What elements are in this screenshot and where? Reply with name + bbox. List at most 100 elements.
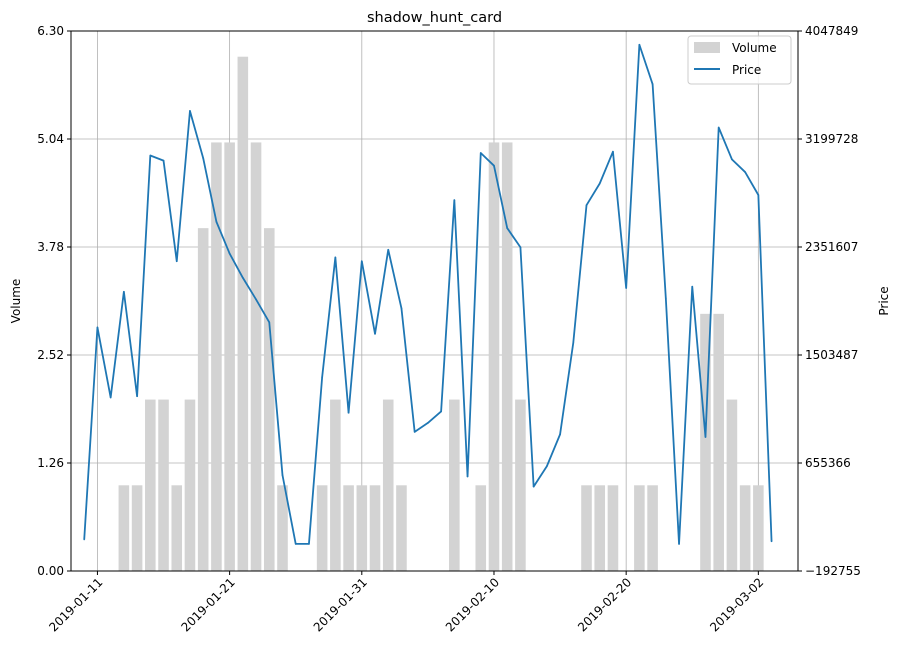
plot-frame — [70, 30, 799, 572]
price-point-2019-01-21 — [228, 252, 231, 255]
price-point-2019-01-19 — [202, 157, 204, 159]
volume-bar-2019-01-14 — [131, 485, 143, 571]
price-point-2019-01-28 — [321, 376, 323, 378]
volume-bar-2019-01-18 — [184, 399, 196, 571]
chart-title: shadow_hunt_card — [367, 10, 502, 26]
volume-bar-2019-02-03 — [396, 485, 407, 571]
price-point-2019-01-17 — [175, 260, 178, 263]
volume-bar-2019-01-16 — [158, 399, 169, 571]
legend-volume-swatch — [694, 42, 720, 53]
volume-bar-2019-01-28 — [316, 485, 328, 571]
volume-bar-2019-01-15 — [145, 399, 156, 571]
price-point-2019-01-26 — [294, 543, 297, 545]
price-line-layer — [83, 43, 773, 545]
price-point-2019-03-01 — [744, 171, 746, 173]
price-point-2019-01-16 — [162, 159, 165, 162]
x-tick-label-2: 2019-01-31 — [311, 575, 370, 634]
volume-bar-2019-01-22 — [237, 56, 249, 571]
volume-bar-2019-01-31 — [356, 485, 368, 571]
price-point-2019-02-02 — [387, 248, 390, 251]
left-tick-label-0: 0.00 — [37, 564, 64, 578]
volume-bar-2019-02-21 — [634, 485, 645, 571]
x-tick-label-3: 2019-02-10 — [443, 575, 502, 634]
price-point-2019-01-31 — [361, 260, 363, 263]
price-point-2019-02-04 — [413, 431, 416, 433]
legend-price-label: Price — [732, 63, 761, 77]
price-point-2019-01-15 — [149, 154, 152, 157]
volume-bar-2019-02-12 — [515, 399, 526, 571]
volume-bar-2019-02-17 — [581, 485, 592, 571]
price-point-2019-02-05 — [427, 422, 429, 424]
volume-bar-2019-01-21 — [224, 142, 235, 571]
price-point-2019-02-22 — [651, 83, 654, 86]
right-tick-label-5: 4047849 — [805, 24, 858, 38]
price-point-2019-02-18 — [598, 182, 601, 185]
volume-bar-2019-01-25 — [277, 485, 288, 571]
y-axis-right-label: Price — [877, 286, 891, 315]
price-point-2019-02-07 — [453, 199, 456, 201]
price-point-2019-01-10 — [83, 538, 86, 541]
price-point-2019-01-27 — [308, 543, 310, 545]
price-point-2019-02-10 — [493, 164, 495, 167]
volume-bar-2019-02-01 — [369, 485, 381, 571]
left-axis: 0.00 1.26 2.52 3.78 5.04 6.30 — [37, 24, 71, 578]
price-point-2019-01-13 — [123, 290, 125, 293]
left-tick-label-4: 5.04 — [37, 132, 64, 146]
price-point-2019-01-25 — [281, 474, 284, 476]
price-point-2019-01-30 — [347, 411, 350, 414]
left-tick-label-5: 6.30 — [37, 24, 64, 38]
price-point-2019-02-26 — [704, 436, 707, 438]
price-point-2019-02-17 — [585, 204, 588, 206]
volume-bar-2019-02-11 — [501, 142, 513, 571]
price-point-2019-01-23 — [255, 298, 257, 301]
right-tick-label-3: 2351607 — [805, 240, 858, 254]
volume-bars — [118, 56, 764, 571]
volume-bar-2019-01-29 — [330, 399, 341, 571]
price-point-2019-02-16 — [572, 341, 575, 344]
volume-bar-2019-02-18 — [594, 485, 606, 571]
price-point-2019-02-06 — [440, 410, 442, 413]
price-point-2019-02-15 — [559, 433, 561, 436]
price-point-2019-02-01 — [374, 332, 376, 335]
y-axis-left-label: Volume — [9, 279, 23, 324]
price-point-2019-02-14 — [546, 465, 548, 468]
price-point-2019-02-23 — [665, 297, 667, 299]
legend: Volume Price — [687, 35, 792, 85]
left-tick-label-3: 3.78 — [37, 240, 64, 254]
price-point-2019-01-29 — [334, 256, 337, 259]
price-point-2019-01-14 — [136, 395, 138, 397]
volume-bar-2019-02-28 — [726, 399, 738, 571]
volume-bar-2019-01-19 — [197, 228, 209, 571]
volume-bar-2019-02-07 — [449, 399, 460, 571]
price-point-2019-01-11 — [96, 326, 99, 329]
x-tick-label-4: 2019-02-20 — [575, 575, 634, 634]
price-point-2019-01-18 — [189, 110, 191, 112]
volume-bar-2019-02-27 — [713, 313, 724, 571]
price-point-2019-02-09 — [479, 152, 482, 154]
price-point-2019-03-03 — [770, 540, 773, 543]
legend-volume-label: Volume — [732, 41, 777, 55]
right-tick-label-1: 655366 — [805, 456, 851, 470]
volume-bar-2019-01-20 — [211, 142, 222, 571]
volume-bar-2019-02-22 — [647, 485, 658, 571]
price-point-2019-01-20 — [215, 220, 218, 223]
price-point-2019-02-25 — [691, 285, 694, 288]
price-point-2019-02-20 — [625, 287, 627, 289]
price-point-2019-01-12 — [109, 396, 112, 399]
right-tick-label-0: −192755 — [805, 564, 861, 578]
left-tick-label-1: 1.26 — [37, 456, 64, 470]
volume-bar-2019-03-02 — [753, 485, 764, 571]
volume-bar-2019-01-24 — [263, 228, 275, 571]
volume-bar-2019-02-02 — [382, 399, 394, 571]
price-point-2019-03-02 — [757, 194, 760, 196]
right-tick-label-2: 1503487 — [805, 348, 858, 362]
price-point-2019-02-21 — [638, 43, 641, 46]
volume-bar-2019-02-26 — [700, 313, 711, 571]
volume-bar-2019-02-19 — [607, 485, 619, 571]
right-tick-label-4: 3199728 — [805, 132, 858, 146]
volume-bar-2019-02-10 — [488, 142, 500, 571]
left-tick-label-2: 2.52 — [37, 348, 64, 362]
volume-bar-2019-01-17 — [171, 485, 183, 571]
x-tick-label-1: 2019-01-21 — [179, 575, 238, 634]
